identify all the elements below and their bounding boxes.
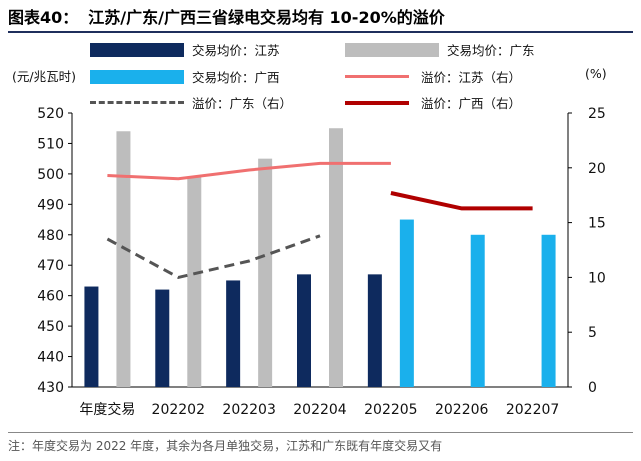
left-axis-unit: (元/兆瓦时) — [12, 69, 76, 84]
right-tick-label: 15 — [588, 216, 606, 232]
right-tick-label: 20 — [588, 161, 606, 177]
left-tick-label: 500 — [37, 167, 64, 183]
legend-label: 溢价：江苏（右） — [421, 70, 522, 85]
legend-guangdong-bar: 交易均价：广东 — [345, 40, 535, 59]
x-tick-label: 202204 — [293, 402, 347, 418]
left-tick-label: 490 — [37, 197, 64, 213]
x-tick-label: 202203 — [222, 402, 275, 418]
x-tick-label: 202206 — [435, 402, 489, 418]
right-tick-label: 10 — [588, 270, 606, 286]
left-tick-label: 440 — [37, 350, 64, 366]
x-tick-label: 202202 — [152, 402, 205, 418]
bar-guangxi-4 — [399, 219, 414, 387]
bar-jiangsu-4 — [367, 274, 382, 387]
legend-swatch-guangdong-bar — [345, 42, 439, 57]
x-tick-label: 202207 — [506, 402, 559, 418]
legend-label: 交易均价：广西 — [192, 70, 280, 85]
legend-swatch-jiangsu-bar — [90, 42, 184, 57]
chart-title-bar: 图表40： 江苏/广东/广西三省绿电交易均有 10-20%的溢价 — [8, 5, 633, 33]
legend-label: 交易均价：江苏 — [192, 43, 280, 58]
legend-label: 溢价：广西（右） — [421, 96, 522, 111]
right-axis-unit: (%) — [585, 66, 607, 81]
bar-guangdong-0 — [116, 131, 131, 387]
left-tick-label: 480 — [37, 228, 64, 244]
bar-jiangsu-1 — [155, 289, 170, 387]
legend-jiangsu-line: 溢价：江苏（右） — [345, 67, 521, 86]
legend-guangdong-line: 溢价：广东（右） — [90, 93, 292, 112]
legend-swatch-guangxi-bar — [90, 69, 184, 84]
bar-guangdong-2 — [258, 158, 273, 387]
bar-jiangsu-3 — [297, 274, 311, 387]
bar-guangdong-3 — [329, 128, 343, 387]
legend-guangxi-line: 溢价：广西（右） — [345, 93, 521, 112]
legend-guangxi-bar: 交易均价：广西 — [90, 67, 280, 86]
legend-label: 溢价：广东（右） — [192, 96, 293, 111]
bar-guangxi-6 — [541, 234, 556, 387]
legend-swatch-guangxi-line — [345, 100, 409, 105]
left-tick-label: 430 — [37, 380, 64, 396]
bar-guangdong-1 — [187, 176, 202, 387]
footnote: 注：年度交易为 2022 年度，其余为各月单独交易，江苏和广东既有年度交易又有 — [8, 432, 633, 454]
right-tick-label: 0 — [588, 380, 597, 396]
line-guangdong — [106, 234, 321, 279]
bar-guangxi-5 — [470, 234, 485, 387]
left-tick-label: 470 — [37, 258, 64, 274]
left-tick-label: 460 — [37, 289, 64, 305]
x-tick-label: 年度交易 — [79, 401, 135, 418]
x-tick-label: 202205 — [364, 402, 417, 418]
legend-swatch-guangdong-line — [90, 101, 184, 104]
bar-jiangsu-2 — [226, 280, 241, 387]
line-jiangsu — [107, 161, 391, 181]
left-tick-label: 450 — [37, 319, 64, 335]
right-tick-label: 5 — [588, 325, 597, 341]
line-guangxi — [390, 191, 533, 211]
left-tick-label: 520 — [37, 106, 64, 122]
right-tick-label: 25 — [588, 106, 606, 122]
left-tick-label: 510 — [37, 136, 64, 152]
bar-jiangsu-0 — [84, 286, 99, 387]
legend-swatch-jiangsu-line — [345, 75, 409, 78]
legend-jiangsu-bar: 交易均价：江苏 — [90, 40, 280, 59]
chart-title: 江苏/广东/广西三省绿电交易均有 10-20%的溢价 — [88, 8, 445, 27]
figure-number: 图表40： — [8, 8, 79, 27]
legend-label: 交易均价：广东 — [447, 43, 535, 58]
